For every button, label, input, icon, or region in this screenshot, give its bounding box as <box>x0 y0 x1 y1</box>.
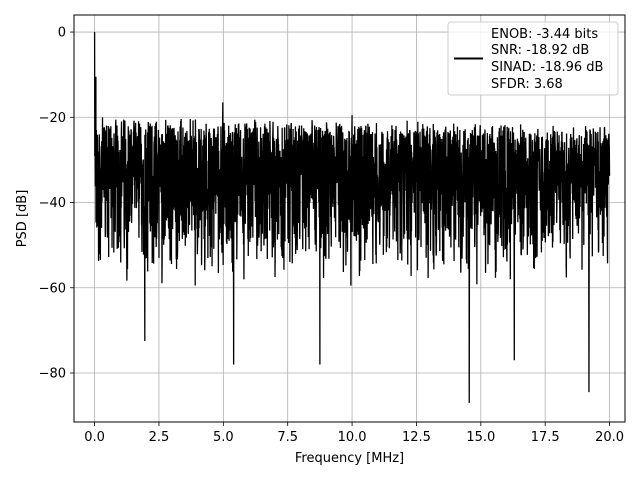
x-ticks: 0.0 2.5 5.0 7.5 10.0 12.5 15.0 17.5 20.0 <box>84 422 624 445</box>
y-tick-label: −80 <box>39 366 66 381</box>
legend-line-4: SFDR: 3.68 <box>491 77 563 92</box>
y-ticks: 0 −20 −40 −60 −80 <box>39 26 74 381</box>
series-layer <box>93 32 611 403</box>
x-tick-label: 2.5 <box>149 430 170 445</box>
plot-frame <box>73 14 626 423</box>
x-tick-label: 12.5 <box>402 430 431 445</box>
y-tick-label: −20 <box>39 111 66 126</box>
x-tick-label: 15.0 <box>466 430 495 445</box>
legend: ENOB: -3.44 bits SNR: -18.92 dB SINAD: -… <box>447 21 619 96</box>
x-tick-label: 0.0 <box>84 430 105 445</box>
legend-box <box>447 21 619 96</box>
x-tick-label: 10.0 <box>338 430 367 445</box>
psd-series-line <box>93 32 611 403</box>
x-tick-label: 5.0 <box>213 430 234 445</box>
legend-line-3: SINAD: -18.96 dB <box>491 60 603 75</box>
x-tick-label: 17.5 <box>531 430 560 445</box>
y-tick-label: −60 <box>39 281 66 296</box>
x-axis-label: Frequency [MHz] <box>295 451 404 466</box>
x-tick-label: 20.0 <box>595 430 624 445</box>
y-tick-label: 0 <box>58 26 66 41</box>
legend-line-1: ENOB: -3.44 bits <box>491 27 598 42</box>
y-axis-label: PSD [dB] <box>15 190 30 248</box>
legend-line-2: SNR: -18.92 dB <box>491 43 589 58</box>
y-tick-label: −40 <box>39 196 66 211</box>
x-tick-label: 7.5 <box>277 430 298 445</box>
